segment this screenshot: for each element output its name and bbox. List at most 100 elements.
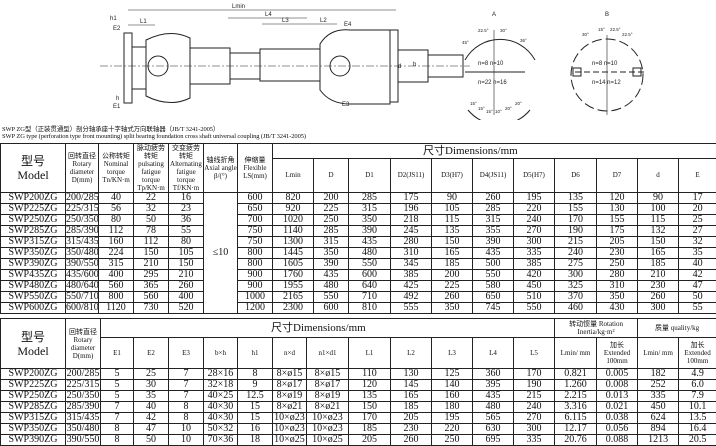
table-cell: 920 (272, 203, 314, 215)
table-cell: 7 (168, 379, 204, 391)
table-cell: 120 (348, 379, 391, 391)
table-cell: 730 (133, 302, 169, 314)
table-cell: 1445 (272, 247, 314, 259)
table-cell: 450 (637, 401, 680, 413)
table-cell: 430 (596, 302, 638, 314)
table-cell: 25 (677, 214, 716, 226)
table-cell: 500 (472, 258, 514, 270)
header-pulsating: 脉动疲劳转矩 pulsating fatigue torque Tp/KN·m (133, 143, 169, 193)
table-cell: 1300 (272, 236, 314, 248)
table-cell: 315 (98, 258, 134, 270)
table-cell: SWP250ZG (0, 214, 66, 226)
table-row: SWP285ZG 285/390 112 78 55 750 1140 285 390 245 13… (0, 225, 716, 237)
table-cell: 480/640 (65, 280, 99, 292)
table-cell: 650 (237, 203, 273, 215)
table-cell: 10×ø25 (272, 434, 307, 446)
left-yoke (145, 33, 191, 103)
table-cell: 250 (596, 258, 638, 270)
header-alternating: 交变疲劳转矩 Alternating fatigue torque Tf/KN·… (168, 143, 204, 193)
view-a-angle: 10° (495, 109, 502, 114)
table-cell: 5 (100, 379, 134, 391)
table-cell: 300 (554, 269, 597, 281)
table-cell: 300 (637, 302, 679, 314)
table-cell: 8×ø19 (272, 390, 307, 402)
table-cell: 2.215 (554, 390, 598, 402)
table-cell: 390/550 (65, 258, 99, 270)
label-b: b (413, 62, 417, 68)
table-cell: 0.088 (596, 434, 639, 446)
table-cell: 270 (513, 225, 555, 237)
label-e4: E4 (344, 22, 352, 28)
table-cell: 210 (133, 258, 169, 270)
table-cell: 225/315 (65, 203, 99, 215)
table-cell: 894 (637, 423, 680, 435)
table-cell: 200/285 (65, 368, 101, 380)
column-header: D5(H7) (513, 157, 555, 194)
table-cell: 8×ø17 (272, 379, 307, 391)
table-cell: 12.5 (237, 390, 273, 402)
view-b-title: B (605, 12, 609, 18)
table-cell: 56 (98, 203, 134, 215)
table-cell: 115 (431, 214, 473, 226)
table-cell: 196 (390, 203, 432, 215)
column-header: E (677, 157, 716, 194)
label-h1: h1 (110, 16, 117, 22)
table-cell: 10 (168, 423, 204, 435)
table-cell: 425 (390, 280, 432, 292)
table-cell: 745 (472, 302, 514, 314)
table-cell: 17 (677, 192, 716, 204)
table-cell: 10×ø23 (272, 423, 307, 435)
table-cell: 150 (168, 258, 204, 270)
table-cell: 35 (133, 390, 169, 402)
table-cell: 520 (168, 302, 204, 314)
column-header: D7 (596, 157, 638, 194)
table-cell: 55 (168, 225, 204, 237)
table-cell: SWP200ZG (0, 368, 66, 380)
table-cell: 130 (596, 203, 638, 215)
table-cell: 175 (390, 192, 432, 204)
table-cell: 550/710 (65, 291, 99, 303)
table-cell: 155 (554, 203, 597, 215)
header-rotary: 回转直径 Rotary diameter D(mm) (65, 318, 101, 369)
table-cell: 350 (313, 247, 349, 259)
table-cell: 260 (472, 192, 514, 204)
table-cell: 1120 (98, 302, 134, 314)
column-header: Lmin (272, 157, 314, 194)
table-cell: 480 (348, 247, 391, 259)
table-cell: 435 (472, 390, 514, 402)
label-e3: E3 (342, 102, 350, 108)
table-cell: 40×30 (203, 412, 238, 424)
table-cell: 112 (98, 225, 134, 237)
column-header: E3 (168, 337, 204, 369)
table-cell: 550 (313, 291, 349, 303)
column-header: L5 (512, 337, 556, 369)
table-cell: 600 (313, 302, 349, 314)
table-cell: 220 (431, 423, 473, 435)
table-cell: 550 (513, 302, 555, 314)
table-cell: 400 (168, 291, 204, 303)
table-row: SWP225ZG 225/315 5 30 7 32×18 9 8×ø17 8×ø17 120 14… (0, 379, 716, 391)
view-b-angle: 30° (582, 32, 589, 37)
table-cell: 47 (133, 423, 169, 435)
view-a-flange-diagram (464, 30, 536, 120)
table-cell: 8×ø15 (306, 368, 349, 380)
table-cell: 300 (512, 423, 556, 435)
table-cell: 160 (98, 236, 134, 248)
axial-angle-value: ≤10 (203, 192, 238, 314)
table-cell: 7 (168, 390, 204, 402)
view-a-angle: 36° (520, 38, 527, 43)
table-cell: 390 (472, 236, 514, 248)
table-row: SWP550ZG 550/710 800 560 400 1000 2165 550 710 49… (0, 291, 716, 303)
view-b-angle: 15° (598, 27, 605, 32)
table-cell: 240 (554, 247, 597, 259)
table-cell: 225/315 (65, 379, 101, 391)
header-rotary: 回转直径 Rotary diameter D(mm) (65, 143, 99, 193)
table-cell: 640 (348, 280, 391, 292)
table-cell: 252 (637, 379, 680, 391)
table-cell: 492 (390, 291, 432, 303)
table-cell: 10×ø23 (306, 423, 349, 435)
table-cell: 165 (637, 247, 679, 259)
table-cell: 12.17 (554, 423, 598, 435)
table-cell: SWP550ZG (0, 291, 66, 303)
table-cell: 2165 (272, 291, 314, 303)
